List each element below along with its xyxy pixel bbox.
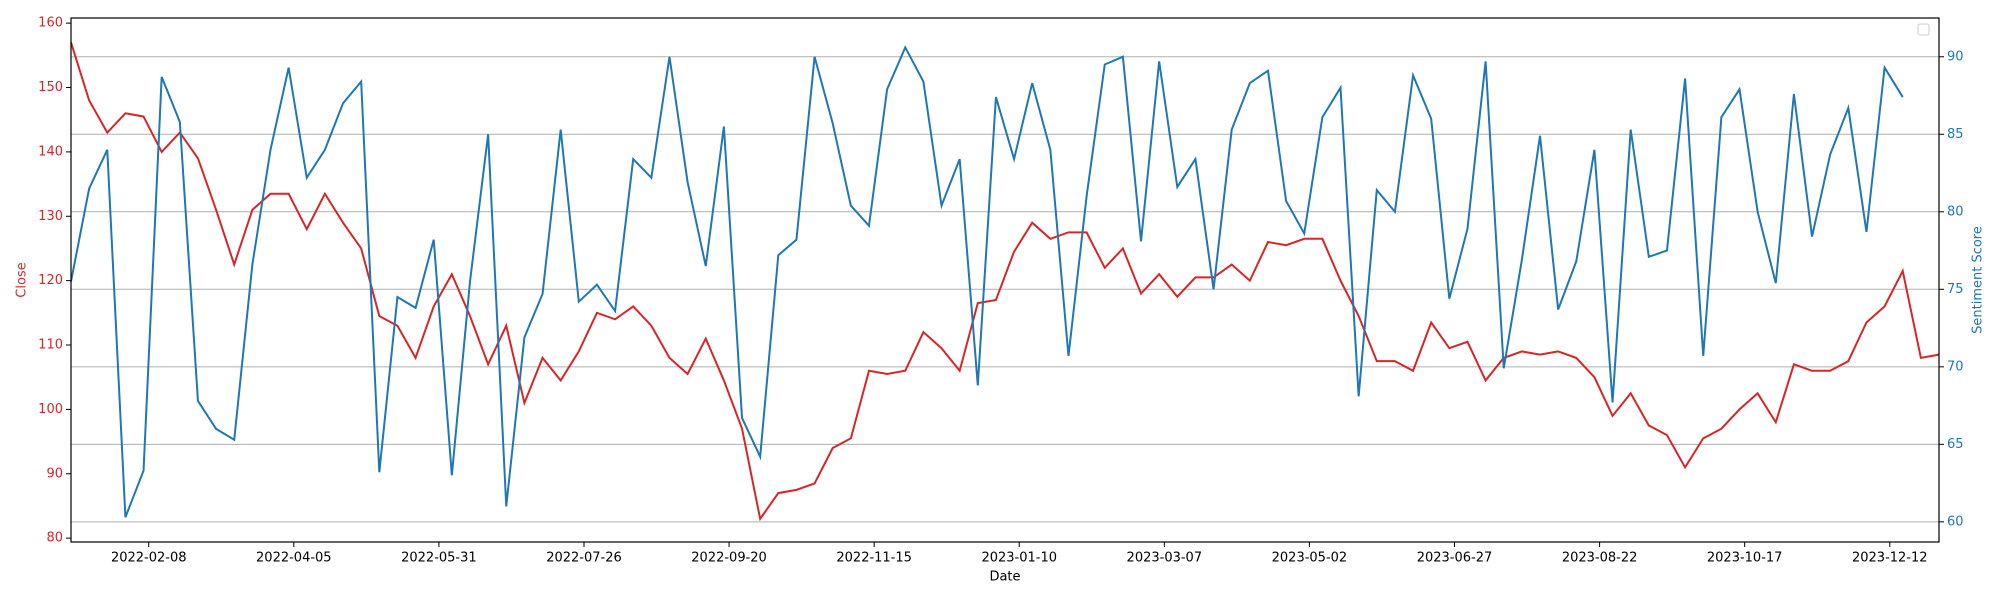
x-axis-label: Date	[989, 570, 1020, 585]
x-tick-label: 2022-09-20	[691, 551, 767, 566]
x-tick-label: 2023-08-22	[1562, 551, 1638, 566]
x-tick-label: 2022-07-26	[546, 551, 622, 566]
y2-tick-label: 90	[1947, 49, 1964, 64]
x-tick-label: 2022-11-15	[836, 551, 912, 566]
y-tick-label: 90	[46, 466, 63, 481]
x-tick-label: 2022-04-05	[256, 551, 332, 566]
y-tick-label: 110	[38, 338, 63, 353]
y-axis-label: Close	[15, 262, 30, 297]
line-series	[70, 45, 1904, 518]
y-tick-label: 140	[38, 144, 63, 159]
y-tick-label: 120	[38, 273, 63, 288]
x-tick-label: 2023-10-17	[1707, 551, 1783, 566]
x-tick-label: 2023-05-02	[1272, 551, 1348, 566]
y2-tick-label: 75	[1947, 282, 1964, 297]
y-tick-label: 130	[38, 209, 63, 224]
y2-tick-label: 70	[1947, 359, 1964, 374]
x-tick-label: 2022-05-31	[401, 551, 477, 566]
line-series	[70, 42, 1940, 522]
y2-tick-label: 60	[1947, 514, 1964, 529]
y-tick-label: 80	[46, 531, 63, 546]
y2-tick-label: 80	[1947, 204, 1964, 219]
x-tick-label: 2023-12-12	[1852, 551, 1928, 566]
x-tick-label: 2023-03-07	[1127, 551, 1203, 566]
x-tick-label: 2023-06-27	[1417, 551, 1493, 566]
plot	[70, 42, 1940, 522]
y-tick-label: 100	[38, 402, 63, 417]
y-tick-label: 160	[38, 16, 63, 31]
y-tick-label: 150	[38, 80, 63, 95]
x-tick-label: 2022-02-08	[111, 551, 187, 566]
legend-box	[1917, 23, 1930, 36]
plot-frame	[70, 17, 1940, 543]
x-tick-label: 2023-01-10	[981, 551, 1057, 566]
y2-tick-label: 65	[1947, 437, 1964, 452]
y2-axis-label: Sentiment Score	[1971, 226, 1986, 334]
y2-tick-label: 85	[1947, 127, 1964, 142]
